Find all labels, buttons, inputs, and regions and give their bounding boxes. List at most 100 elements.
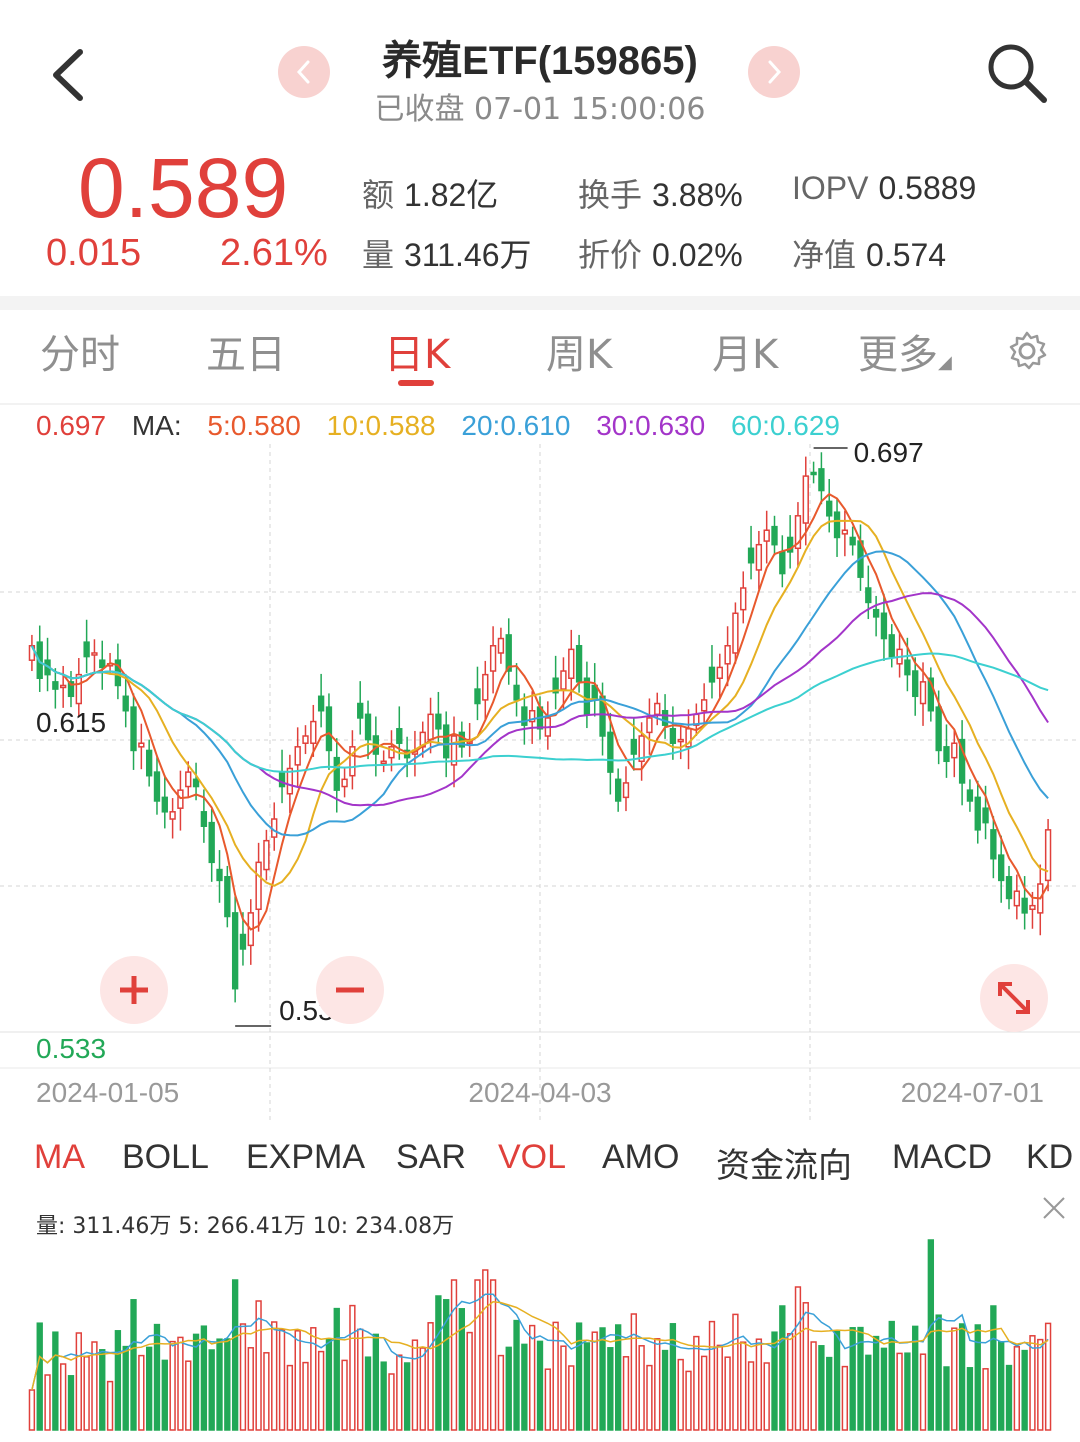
fullscreen-button[interactable] (980, 964, 1048, 1032)
indicator-vol[interactable]: VOL (498, 1138, 567, 1176)
indicator-fund-flow[interactable]: 资金流向 (716, 1147, 852, 1185)
tab-monthly-k[interactable]: 月K (712, 332, 779, 378)
gear-icon[interactable] (1006, 330, 1048, 372)
indicator-sar[interactable]: SAR (396, 1138, 466, 1176)
section-divider (0, 296, 1080, 310)
next-stock-button[interactable] (748, 46, 800, 98)
volume-bar (708, 1320, 716, 1431)
price-change: 0.015 (46, 232, 142, 274)
volume-bar (435, 1295, 442, 1431)
prev-stock-button[interactable] (278, 46, 330, 98)
volume-bar (489, 1279, 497, 1431)
candle-body (489, 645, 497, 672)
volume-bar (263, 1352, 270, 1431)
indicator-ma[interactable]: MA (34, 1138, 85, 1176)
volume-bar (208, 1349, 215, 1431)
volume-bar (388, 1373, 395, 1431)
volume-bar (169, 1340, 176, 1431)
volume-bar (958, 1323, 966, 1431)
candle-body (333, 756, 340, 791)
candle-body (130, 706, 137, 752)
volume-bar (91, 1341, 98, 1431)
zoom-in-button[interactable] (100, 956, 168, 1024)
volume-bar (614, 1324, 622, 1431)
volume-bar (1044, 1322, 1052, 1431)
close-icon[interactable] (1040, 1194, 1068, 1222)
candle-body (388, 746, 395, 759)
volume-bar (974, 1324, 981, 1431)
volume-bar (857, 1326, 864, 1431)
candle-body (185, 771, 192, 788)
candle-body (529, 709, 536, 723)
back-icon[interactable] (40, 40, 100, 110)
volume-bar (325, 1338, 333, 1431)
candle-body (755, 543, 763, 571)
volume-bar (998, 1341, 1005, 1431)
volume-bar (622, 1356, 630, 1431)
volume-bar (575, 1322, 583, 1431)
volume-bar (521, 1343, 528, 1431)
candle-body (435, 713, 442, 730)
candle-body (998, 854, 1005, 882)
volume-bar (106, 1380, 114, 1431)
volume-bar (67, 1375, 75, 1431)
indicator-expma[interactable]: EXPMA (246, 1138, 366, 1176)
indicator-macd[interactable]: MACD (892, 1138, 993, 1176)
stat-iopv: IOPV 0.5889 (792, 170, 976, 207)
candle-body (575, 645, 583, 683)
tab-daily-k[interactable]: 日K (384, 332, 451, 378)
indicator-boll[interactable]: BOLL (122, 1138, 209, 1176)
volume-bar (763, 1362, 770, 1431)
volume-bar (646, 1364, 653, 1431)
tab-more[interactable]: 更多◢ (858, 322, 952, 380)
candle-body (552, 677, 559, 694)
candle-body (482, 673, 489, 701)
volume-bar (896, 1352, 903, 1431)
indicator-amo[interactable]: AMO (602, 1138, 680, 1176)
candle-body (505, 634, 512, 672)
tab-intraday[interactable]: 分时 (40, 332, 120, 378)
volume-bar (794, 1286, 802, 1431)
stat-amount: 额 1.82亿 (362, 170, 498, 216)
candle-body (865, 587, 872, 604)
zoom-out-button[interactable] (316, 956, 384, 1024)
search-icon[interactable] (984, 40, 1050, 106)
legend-ma30: 30:0.630 (596, 410, 706, 441)
candle-body (568, 648, 575, 679)
volume-bar (239, 1323, 247, 1431)
volume-bar (145, 1346, 153, 1431)
candle-body (349, 746, 356, 777)
volume-bar (700, 1355, 708, 1431)
minus-icon (336, 987, 364, 993)
candle-body (677, 738, 684, 743)
candle-body (786, 536, 794, 553)
candle-body (560, 670, 567, 690)
candle-body (747, 547, 755, 564)
chevron-left-icon (296, 60, 310, 84)
candle-body (450, 735, 458, 766)
tab-five-day[interactable]: 五日 (206, 332, 286, 378)
candle-body (904, 659, 911, 676)
candle-body (153, 771, 161, 802)
indicator-kd[interactable]: KD (1026, 1138, 1074, 1176)
candle-body (951, 742, 958, 759)
volume-bar (28, 1389, 36, 1431)
tab-weekly-k[interactable]: 周K (546, 332, 613, 378)
volume-bar (888, 1320, 895, 1431)
volume-bar (474, 1279, 481, 1431)
stat-nav: 净值 0.574 (792, 230, 946, 276)
volume-bar (75, 1332, 82, 1431)
volume-bar (880, 1347, 888, 1431)
candle-body (654, 702, 661, 716)
volume-bar (841, 1365, 849, 1431)
candle-body (708, 666, 716, 683)
candle-body (982, 807, 989, 824)
stat-label: 换手 (578, 177, 643, 213)
volume-bar (271, 1321, 278, 1431)
candle-body (614, 778, 622, 802)
volume-bar (568, 1365, 575, 1431)
candle-body (716, 666, 723, 679)
candle-body (849, 536, 856, 546)
candle-body (380, 760, 387, 765)
